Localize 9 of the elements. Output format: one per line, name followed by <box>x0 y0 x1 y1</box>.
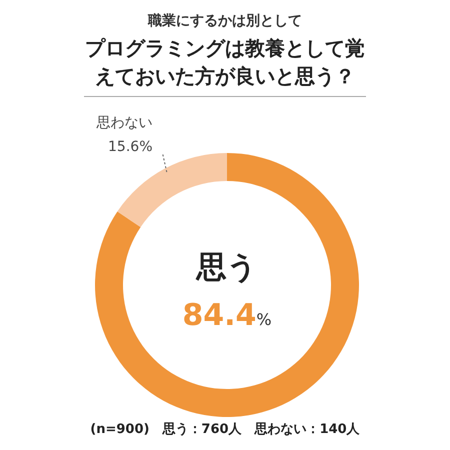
donut-slice <box>95 153 359 417</box>
slice-label: 思わない <box>96 115 153 132</box>
data-label: 15.6% <box>108 139 153 156</box>
chart-title: プログラミングは教養として覚えておいた方が良いと思う？ <box>84 35 366 90</box>
chart-subtitle: 職業にするかは別として <box>146 12 303 30</box>
data-label: 84.4% <box>182 298 272 333</box>
donut-slice <box>117 153 227 228</box>
text: (n=900) 思う：760人 思わない：140人 <box>89 421 361 438</box>
slice-label: 思う <box>196 250 258 285</box>
